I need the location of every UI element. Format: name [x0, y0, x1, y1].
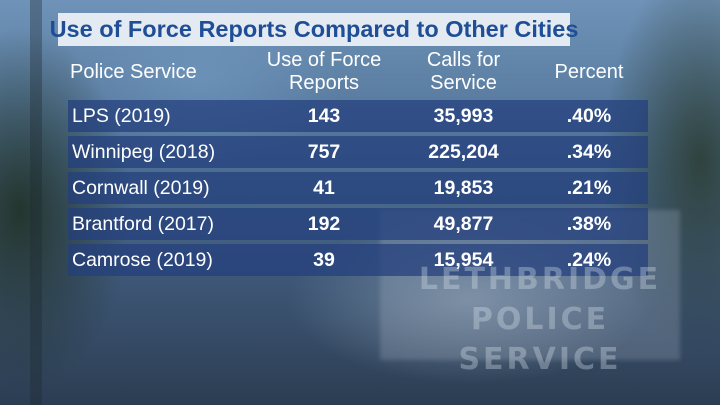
header-police-service: Police Service — [70, 60, 197, 83]
background-pole — [30, 0, 42, 405]
comparison-table: Police Service Use of Force Reports Call… — [68, 44, 648, 280]
cell-percent: .38% — [566, 212, 612, 235]
cell-percent: .24% — [566, 248, 612, 271]
background-sign-text: LETHBRIDGE POLICE SERVICE — [418, 262, 662, 377]
table-row: Camrose (2019) 39 15,954 .24% — [68, 244, 648, 276]
header-calls-for-service: Calls for Service — [426, 49, 501, 94]
cell-reports: 757 — [307, 140, 341, 163]
cell-percent: .40% — [566, 104, 612, 127]
table-row: Cornwall (2019) 41 19,853 .21% — [68, 172, 648, 204]
cell-calls: 225,204 — [428, 140, 499, 163]
cell-service: Brantford (2017) — [72, 212, 214, 235]
cell-reports: 41 — [313, 176, 335, 199]
header-percent: Percent — [554, 60, 624, 83]
cell-service: Winnipeg (2018) — [72, 140, 216, 163]
cell-reports: 143 — [307, 104, 341, 127]
cell-service: Cornwall (2019) — [72, 176, 210, 199]
cell-reports: 192 — [307, 212, 341, 235]
table-row: LPS (2019) 143 35,993 .40% — [68, 100, 648, 132]
cell-percent: .34% — [566, 140, 612, 163]
title-bar: Use of Force Reports Compared to Other C… — [50, 13, 578, 46]
cell-percent: .21% — [566, 176, 612, 199]
cell-calls: 15,954 — [433, 248, 494, 271]
cell-calls: 35,993 — [433, 104, 494, 127]
cell-service: Camrose (2019) — [72, 248, 213, 271]
cell-reports: 39 — [313, 248, 335, 271]
page-title: Use of Force Reports Compared to Other C… — [49, 16, 579, 42]
header-use-of-force-reports: Use of Force Reports — [266, 49, 382, 94]
table-row: Winnipeg (2018) 757 225,204 .34% — [68, 136, 648, 168]
table-header: Police Service Use of Force Reports Call… — [68, 44, 648, 100]
table-row: Brantford (2017) 192 49,877 .38% — [68, 208, 648, 240]
cell-calls: 19,853 — [433, 176, 494, 199]
cell-calls: 49,877 — [433, 212, 494, 235]
cell-service: LPS (2019) — [72, 104, 171, 127]
